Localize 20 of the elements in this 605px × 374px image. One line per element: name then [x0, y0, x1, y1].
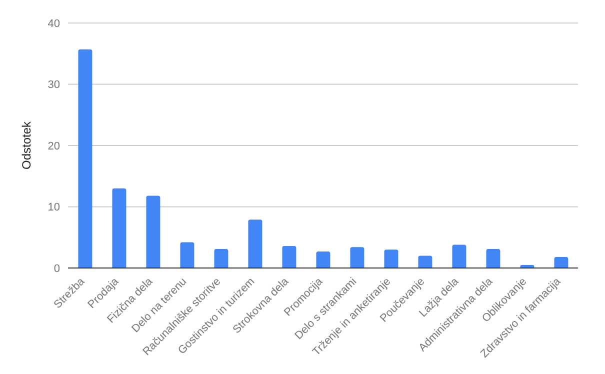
y-axis-title: Odstotek: [19, 120, 34, 170]
bar: [486, 249, 500, 268]
bar: [214, 249, 228, 268]
bar: [282, 246, 296, 268]
y-tick-label: 20: [48, 140, 60, 152]
bar: [418, 256, 432, 268]
bar: [248, 220, 262, 268]
bar: [146, 196, 160, 268]
y-tick-label: 40: [48, 18, 60, 30]
y-tick-label: 0: [54, 262, 60, 275]
bar: [452, 244, 466, 268]
y-tick-label: 30: [48, 79, 60, 92]
bar: [78, 49, 92, 268]
bar: [350, 247, 364, 268]
bar: [384, 250, 398, 268]
y-tick-label: 10: [48, 202, 60, 214]
bar: [554, 256, 568, 268]
bar: [180, 242, 194, 268]
bar: [316, 251, 330, 268]
bar: [112, 188, 126, 268]
